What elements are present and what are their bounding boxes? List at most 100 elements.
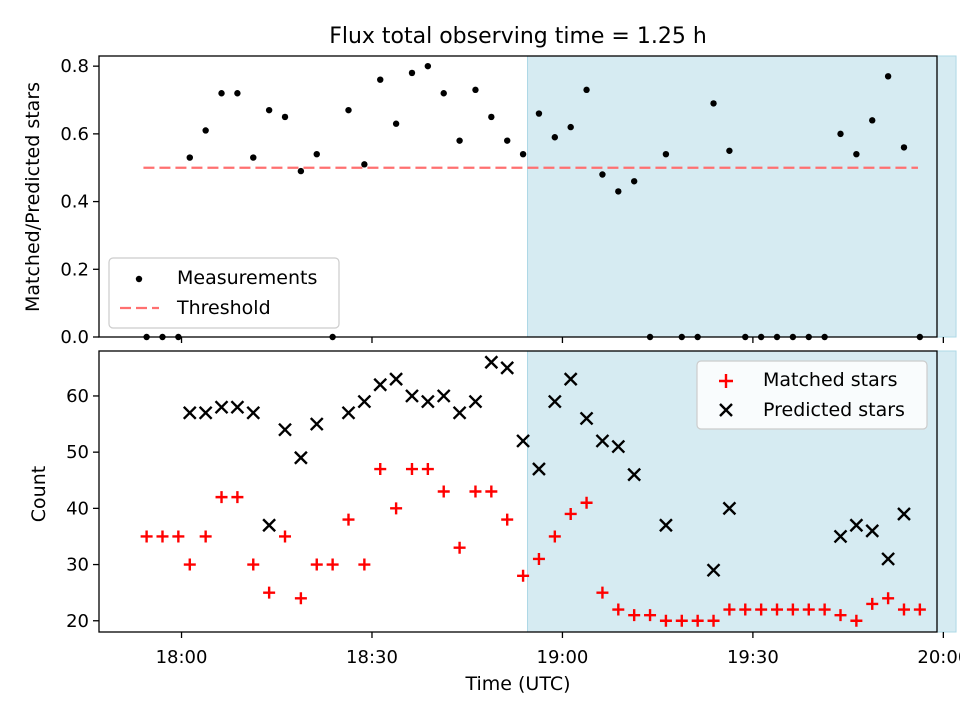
predicted-star-point [262, 518, 276, 533]
predicted-star-point [706, 563, 721, 578]
measurement-point [361, 161, 368, 168]
matched-star-point [564, 507, 577, 520]
predicted-star-point [627, 467, 642, 482]
bottom-y-tick-label: 60 [66, 386, 89, 407]
predicted-star-point [452, 405, 467, 420]
measurement-point [186, 154, 193, 161]
legend-matched-label: Matched stars [763, 369, 897, 391]
x-tick-label: 20:00 [917, 647, 960, 668]
matched-star-point [326, 558, 339, 571]
matched-star-point [739, 603, 752, 616]
bottom-y-tick-label: 50 [66, 442, 89, 463]
matched-star-point [485, 485, 498, 498]
bottom-y-tick-label: 40 [66, 498, 89, 519]
predicted-star-point [849, 518, 864, 533]
measurement-point [837, 130, 844, 138]
matched-star-point [675, 614, 688, 627]
bottom-legend: Matched stars Predicted stars [696, 360, 928, 430]
legend-measurements-label: Measurements [177, 267, 317, 289]
measurement-point [630, 178, 638, 185]
chart-title: Flux total observing time = 1.25 h [329, 24, 707, 49]
bottom-y-ticks: 20 30 40 50 60 [66, 386, 99, 632]
measurement-point [377, 76, 384, 83]
matched-star-point [405, 463, 418, 476]
predicted-star-point [516, 434, 530, 448]
top-y-tick-label: 0.0 [60, 327, 89, 348]
measurement-point [567, 123, 574, 131]
matched-star-point [850, 614, 863, 627]
predicted-star-point [659, 518, 673, 533]
measurement-point [662, 150, 670, 158]
matched-star-point [390, 502, 403, 515]
x-tick-label: 19:30 [727, 647, 779, 668]
matched-star-point [517, 569, 530, 582]
predicted-stars-points [182, 355, 911, 578]
matched-star-point [263, 586, 276, 599]
top-y-axis-label: Matched/Predicted stars [22, 82, 44, 312]
predicted-star-point [722, 501, 737, 516]
predicted-star-point [198, 405, 213, 420]
matched-star-point [628, 609, 641, 622]
matched-star-point [183, 558, 196, 571]
predicted-star-point [532, 462, 546, 476]
measurement-points [143, 62, 924, 341]
measurement-point [281, 113, 289, 121]
legend-predicted-label: Predicted stars [763, 399, 905, 421]
legend-threshold-label: Threshold [176, 297, 271, 319]
matched-star-point [156, 530, 169, 543]
legend-measurements-marker [135, 275, 143, 283]
matched-star-point [294, 592, 307, 605]
x-tick-label: 18:30 [346, 647, 398, 668]
measurement-point [710, 100, 717, 107]
measurement-point [615, 188, 622, 195]
top-legend: Measurements Threshold [108, 257, 340, 329]
matched-star-point [707, 614, 720, 627]
predicted-star-point [436, 389, 451, 403]
measurement-point [313, 150, 320, 158]
matched-star-point [342, 513, 355, 526]
matched-star-point [247, 558, 260, 571]
bottom-axes-frame [98, 350, 938, 633]
matched-star-point [802, 603, 815, 616]
measurement-point [234, 90, 241, 97]
measurement-point [488, 113, 495, 121]
predicted-star-point [833, 529, 848, 544]
matched-star-point [469, 485, 482, 498]
measurement-point [392, 120, 400, 127]
x-tick-label: 19:00 [537, 647, 589, 668]
predicted-star-point [357, 394, 372, 409]
measurement-point [297, 167, 305, 175]
measurement-point [440, 90, 447, 97]
matched-star-point [358, 558, 371, 571]
predicted-star-point [389, 372, 403, 386]
top-y-tick-label: 0.2 [60, 259, 89, 280]
predicted-star-point [405, 389, 419, 403]
matched-star-point [691, 614, 704, 627]
predicted-star-point [309, 417, 324, 431]
measurement-point [504, 137, 511, 144]
matched-star-point [786, 603, 799, 616]
top-y-tick-label: 0.8 [60, 56, 89, 77]
predicted-star-point [182, 405, 197, 420]
predicted-star-point [500, 361, 515, 375]
measurement-point [424, 62, 432, 70]
bottom-y-tick-label: 30 [66, 555, 89, 576]
matched-star-point [310, 558, 323, 571]
top-panel: 0.00.20.40.60.8 Matched/Predicted stars … [22, 55, 957, 348]
matched-star-point [834, 609, 847, 622]
measurement-point [218, 90, 225, 97]
predicted-star-point [341, 405, 356, 420]
predicted-star-point [897, 507, 911, 521]
top-y-tick-label: 0.4 [60, 192, 89, 213]
matched-star-point [231, 491, 244, 504]
matched-star-point [755, 603, 768, 616]
predicted-star-point [881, 552, 895, 566]
top-axes-frame [98, 55, 938, 338]
matched-star-point [882, 592, 895, 605]
matched-star-point [453, 541, 466, 554]
matched-star-point [215, 491, 228, 504]
matched-star-point [913, 603, 926, 616]
matched-star-point [172, 530, 185, 543]
